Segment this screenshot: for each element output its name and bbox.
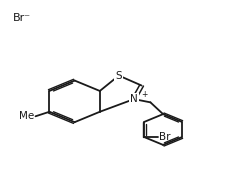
Text: +: +: [141, 90, 147, 99]
Text: N: N: [130, 94, 137, 104]
Text: Br⁻: Br⁻: [13, 13, 31, 23]
Text: Me: Me: [19, 111, 34, 121]
Text: Br: Br: [158, 132, 170, 142]
Text: S: S: [115, 71, 122, 81]
